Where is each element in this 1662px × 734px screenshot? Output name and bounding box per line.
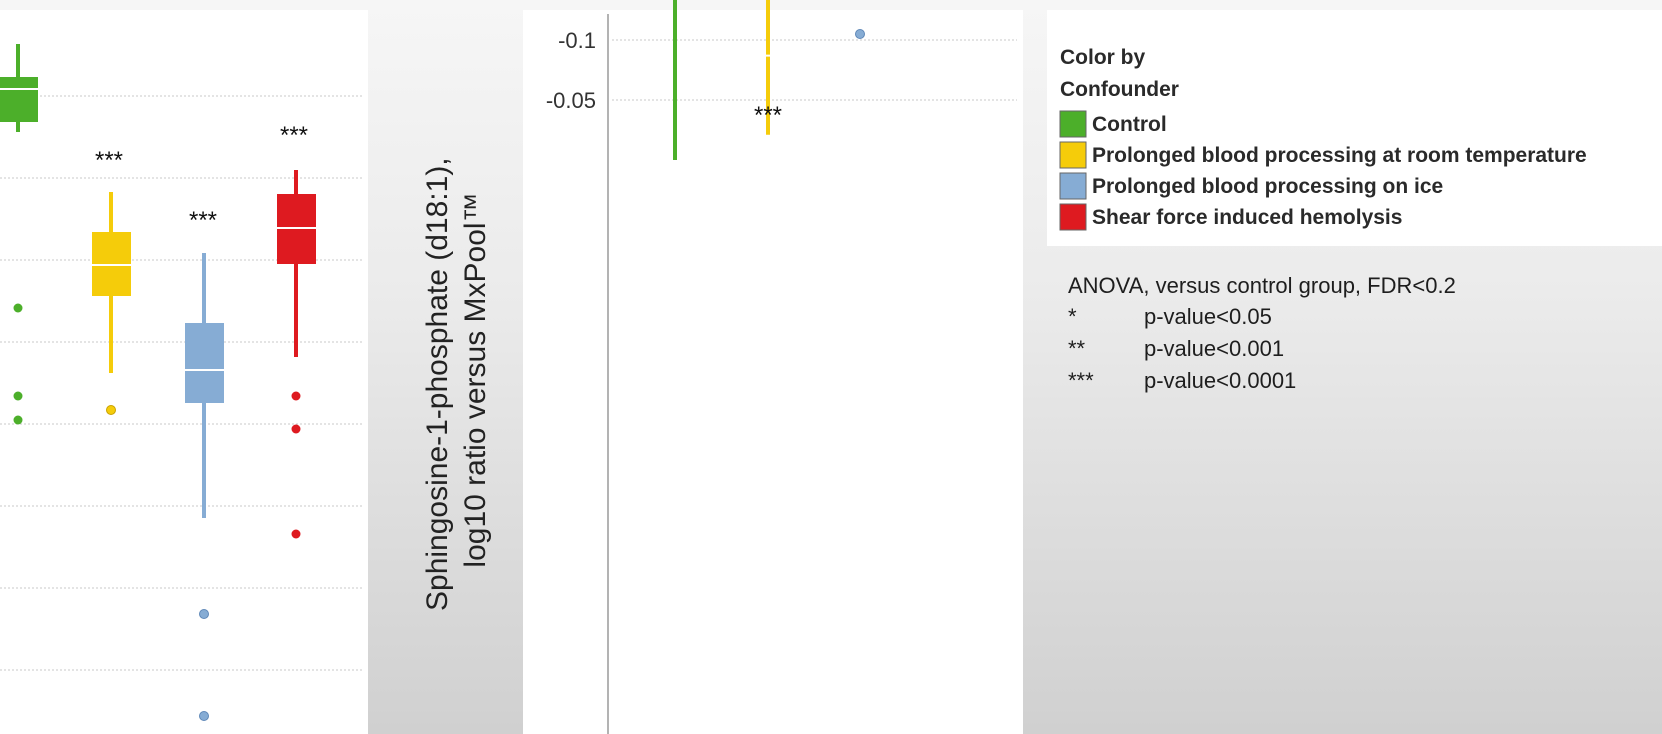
left-boxplots: *** *** *** [0,44,316,721]
y-tick-labels: -0.05-0.1-0.15-0.2-0.25-0.3-0.35-0.4-0.4… [546,28,596,113]
left-sig-room-temperature: *** [95,147,123,174]
stats-note-symbol: ** [1068,336,1086,361]
y-tick-label: -0.05 [546,88,596,113]
box-1 [673,0,677,160]
legend-title-line1: Color by [1060,46,1145,69]
stats-note-symbol: *** [1068,368,1094,393]
left-box-hemolysis [277,170,316,539]
y-axis-title: Sphingosine-1-phosphate (d18:1), log10 r… [421,149,492,611]
box-3: *** [855,29,865,39]
y-axis-title-line2: log10 ratio versus MxPool™ [459,192,492,567]
legend-title-line2: Confounder [1060,78,1179,101]
legend-swatch [1059,172,1087,200]
main-boxplots: ********* [673,0,865,160]
left-box-on-ice [185,253,224,721]
left-sig-hemolysis: *** [280,122,308,149]
left-plot-panel [0,10,368,734]
y-axis-title-line1: Sphingosine-1-phosphate (d18:1), [421,157,454,611]
significance-label: *** [754,102,782,129]
left-gridlines [0,95,362,671]
stats-note-rows: * p-value<0.05 ** p-value<0.001 *** p-va… [1068,304,1296,393]
legend-label: Prolonged blood processing at room tempe… [1092,144,1587,167]
legend-items: Control Prolonged blood processing at roo… [1059,110,1587,231]
outlier-point [855,29,865,39]
left-box-room-temperature [92,192,131,415]
stats-note-text: p-value<0.05 [1144,304,1272,329]
left-sig-on-ice: *** [189,207,217,234]
main-gridlines [612,39,1017,101]
left-box-control [0,44,38,425]
y-tick-label: -0.1 [558,28,596,53]
legend-swatch [1059,110,1087,138]
legend-swatch [1059,141,1087,169]
box-2: *** [749,0,787,135]
stats-note-text: p-value<0.0001 [1144,368,1296,393]
legend-label: Prolonged blood processing on ice [1092,175,1443,198]
stats-note-symbol: * [1068,304,1077,329]
stats-note-header: ANOVA, versus control group, FDR<0.2 [1068,273,1456,298]
legend-label: Control [1092,113,1167,136]
main-plot-panel [523,10,1023,734]
legend-swatch [1059,203,1087,231]
legend-panel [1047,10,1662,246]
legend-label: Shear force induced hemolysis [1092,206,1402,229]
stats-note-text: p-value<0.001 [1144,336,1284,361]
